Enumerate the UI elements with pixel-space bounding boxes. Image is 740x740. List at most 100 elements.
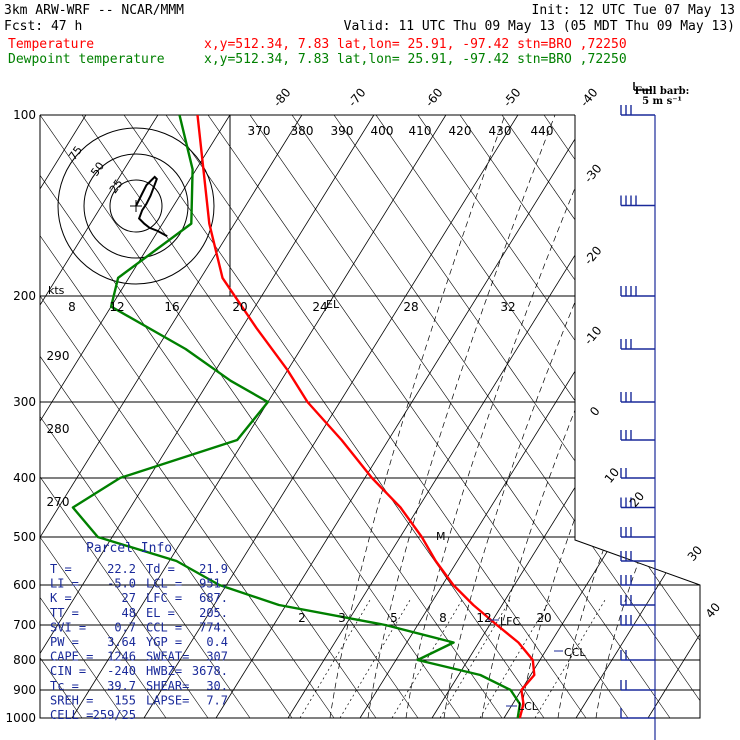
parcel-label: LAPSE= bbox=[146, 693, 189, 707]
adiabat-label: 440 bbox=[531, 124, 554, 138]
hodograph-ring-label-75: 75 bbox=[66, 144, 85, 163]
moist-adiabat bbox=[405, 115, 606, 719]
parcel-value: 0.4 bbox=[206, 635, 228, 649]
isotherm-label: 10 bbox=[602, 465, 623, 486]
hodograph-trace bbox=[135, 175, 168, 238]
dry-adiabat bbox=[249, 115, 671, 719]
hodograph-ring bbox=[57, 127, 215, 285]
mixing-ratio-label: 3 bbox=[338, 611, 346, 625]
dry-adiabat bbox=[40, 115, 251, 719]
parcel-label: YGP = bbox=[146, 635, 182, 649]
parcel-value: 3.64 bbox=[107, 635, 136, 649]
adiabat-label: 280 bbox=[47, 422, 70, 436]
parcel-label: SREH = bbox=[50, 693, 93, 707]
mixing-ratio-label: 5 bbox=[390, 611, 398, 625]
adiabat-label: 290 bbox=[47, 349, 70, 363]
pressure-tick-label: 800 bbox=[13, 653, 36, 667]
isotherm bbox=[647, 115, 700, 719]
valid-time: Valid: 11 UTC Thu 09 May 13 (05 MDT Thu … bbox=[344, 19, 735, 34]
adiabat-label: 410 bbox=[409, 124, 432, 138]
isotherm-label: 0 bbox=[587, 404, 603, 419]
hodograph-ring bbox=[109, 179, 163, 233]
init-time: Init: 12 UTC Tue 07 May 13 bbox=[532, 3, 736, 18]
dry-adiabat bbox=[375, 115, 700, 719]
parcel-label: LI = bbox=[50, 577, 79, 591]
isotherm bbox=[143, 115, 519, 719]
adiabat-label: 370 bbox=[248, 124, 271, 138]
parcel-label: CIN = bbox=[50, 664, 86, 678]
hodograph-tick-32: 32 bbox=[500, 300, 515, 314]
adiabat-label: 400 bbox=[371, 124, 394, 138]
parcel-label: CAPE = bbox=[50, 650, 93, 664]
parcel-value: 259/25 bbox=[93, 708, 136, 722]
dry-adiabat bbox=[81, 115, 503, 719]
parcel-label: T = bbox=[50, 562, 72, 576]
hodograph-tick-20: 20 bbox=[232, 300, 247, 314]
parcel-value: 307 bbox=[206, 650, 228, 664]
forecast-hour: Fcst: 47 h bbox=[4, 19, 82, 34]
barb-legend-title: Full barb: bbox=[635, 86, 690, 97]
hodograph-ring bbox=[83, 153, 189, 259]
el-label: EL bbox=[326, 298, 340, 311]
legend-temperature-name: Temperature bbox=[8, 37, 94, 52]
isotherm-label: -10 bbox=[581, 323, 604, 347]
isotherm-label: -80 bbox=[270, 85, 293, 109]
legend-dewpoint-info: x,y=512.34, 7.83 lat,lon= 25.91, -97.42 … bbox=[204, 52, 627, 67]
parcel-value: 951. bbox=[199, 577, 228, 591]
parcel-value: 30. bbox=[206, 679, 228, 693]
dry-adiabat bbox=[333, 115, 700, 719]
parcel-value: 155 bbox=[114, 693, 136, 707]
isotherm-label: -20 bbox=[581, 243, 604, 267]
pressure-tick-label: 500 bbox=[13, 530, 36, 544]
lcl-label: LCL bbox=[518, 700, 539, 713]
parcel-label: CCL = bbox=[146, 620, 182, 634]
dry-adiabat bbox=[291, 115, 700, 719]
hodograph-kts-label: kts bbox=[48, 284, 65, 297]
pressure-tick-label: 300 bbox=[13, 395, 36, 409]
adiabat-label: 420 bbox=[449, 124, 472, 138]
dry-adiabat bbox=[417, 115, 700, 719]
pressure-tick-label: 200 bbox=[13, 289, 36, 303]
adiabat-label: 270 bbox=[47, 495, 70, 509]
dry-adiabat bbox=[40, 115, 335, 719]
isotherm bbox=[431, 115, 700, 719]
dry-adiabat bbox=[40, 115, 125, 719]
dry-adiabat bbox=[501, 115, 700, 719]
legend-dewpoint-name: Dewpoint temperature bbox=[8, 52, 165, 67]
isotherm-label: 30 bbox=[685, 543, 706, 564]
parcel-label: Tc = bbox=[50, 679, 79, 693]
moist-adiabat bbox=[367, 115, 556, 719]
parcel-value: 205. bbox=[199, 606, 228, 620]
adiabat-label: 390 bbox=[331, 124, 354, 138]
parcel-value: 21.9 bbox=[199, 562, 228, 576]
parcel-label: K = bbox=[50, 591, 72, 605]
mixing-ratio-label: 8 bbox=[439, 611, 447, 625]
parcel-label: SVI = bbox=[50, 620, 86, 634]
isotherm-label: 40 bbox=[703, 600, 724, 621]
parcel-label: LFC = bbox=[146, 591, 182, 605]
parcel-value: 774. bbox=[199, 620, 228, 634]
isotherm bbox=[40, 115, 159, 719]
dry-adiabat bbox=[123, 115, 545, 719]
isotherm bbox=[0, 115, 14, 718]
mixing-ratio-label: 12 bbox=[476, 611, 491, 625]
parcel-value: 39.7 bbox=[107, 679, 136, 693]
pressure-tick-label: 1000 bbox=[5, 711, 36, 725]
dry-adiabat bbox=[40, 115, 293, 719]
hodograph-tick-28: 28 bbox=[403, 300, 418, 314]
isotherm bbox=[40, 115, 231, 719]
isotherm bbox=[71, 115, 447, 719]
parcel-label: HWBZ= bbox=[146, 664, 182, 678]
legend-temperature-info: x,y=512.34, 7.83 lat,lon= 25.91, -97.42 … bbox=[204, 37, 627, 52]
mixing-ratio-label: 2 bbox=[298, 611, 306, 625]
hodograph-tick-16: 16 bbox=[164, 300, 179, 314]
plot-frame bbox=[39, 115, 701, 719]
pressure-tick-label: 400 bbox=[13, 471, 36, 485]
parcel-value: 27 bbox=[122, 591, 136, 605]
lfc-label: LFC bbox=[500, 615, 520, 628]
dry-adiabat bbox=[40, 115, 167, 719]
parcel-value: -240 bbox=[107, 664, 136, 678]
isotherm bbox=[575, 115, 700, 719]
parcel-value: 7.7 bbox=[206, 693, 228, 707]
